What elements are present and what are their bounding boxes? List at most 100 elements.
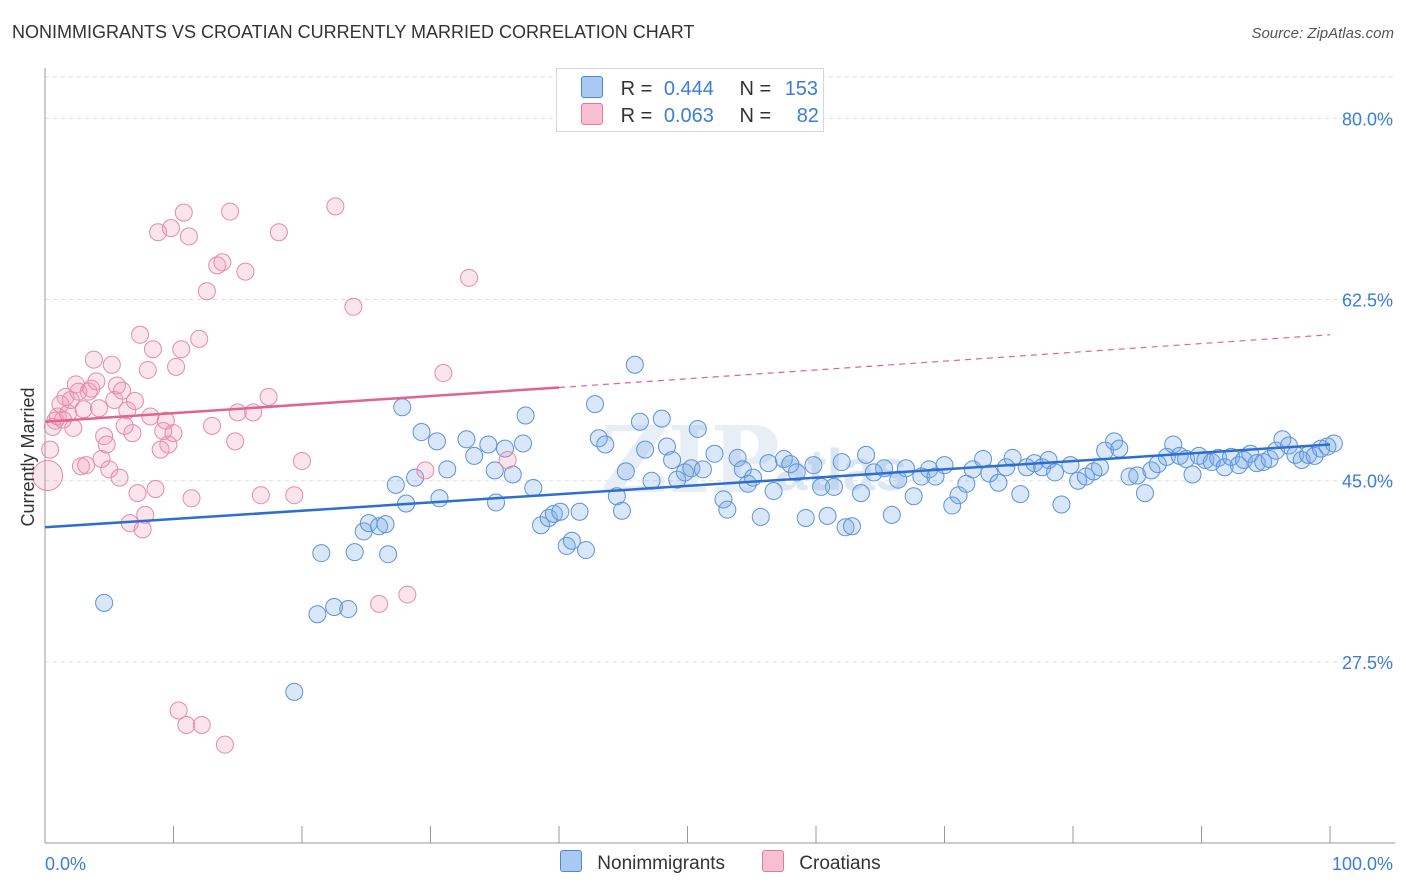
- nonimmigrants-point: [943, 496, 962, 515]
- croatians-point: [123, 424, 142, 443]
- nonimmigrants-point: [345, 543, 364, 562]
- croatians-point: [167, 357, 186, 376]
- nonimmigrants-point: [285, 682, 304, 701]
- nonimmigrants-point: [688, 419, 707, 438]
- croatians-point: [370, 594, 389, 613]
- croatians-point: [434, 364, 453, 383]
- nonimmigrants-point: [630, 412, 649, 431]
- y-tick-label: 27.5%: [1342, 653, 1393, 673]
- nonimmigrants-point: [596, 435, 615, 454]
- nonimmigrants-point: [836, 518, 855, 537]
- trend-lines: [44, 334, 1331, 529]
- croatians-point: [174, 203, 193, 222]
- nonimmigrants-point: [616, 462, 635, 481]
- croatians-point: [177, 715, 196, 734]
- nonimmigrants-point: [576, 541, 595, 560]
- nonimmigrants-point: [904, 487, 923, 506]
- legend-swatch-blue: [581, 76, 603, 98]
- croatians-point: [110, 468, 129, 487]
- y-tick-label: 45.0%: [1342, 472, 1393, 492]
- nonimmigrants-point: [479, 435, 498, 454]
- nonimmigrants-point: [406, 468, 425, 487]
- nonimmigrants-point: [562, 531, 581, 550]
- nonimmigrants-point: [339, 600, 358, 619]
- nonimmigrants-point: [532, 516, 551, 535]
- croatians-point: [143, 340, 162, 359]
- nonimmigrants-point: [796, 508, 815, 527]
- nonimmigrants-point: [485, 461, 504, 480]
- nonimmigrants-point: [751, 507, 770, 526]
- bottom-legend-label: Nonimmigrants: [597, 853, 726, 874]
- nonimmigrants-point: [1135, 484, 1154, 503]
- nonimmigrants-point: [430, 489, 449, 508]
- croatians-point: [203, 416, 222, 435]
- croatians-point: [416, 461, 435, 480]
- croatians-point: [192, 715, 211, 734]
- nonimmigrants-point: [524, 478, 543, 497]
- croatians-point: [251, 486, 270, 505]
- nonimmigrants-trend-line: [44, 443, 1331, 529]
- croatians-point: [460, 268, 479, 287]
- bottom-legend-croatians: Croatians: [762, 850, 881, 875]
- bottom-legend-nonimmigrants: Nonimmigrants: [560, 850, 725, 875]
- nonimmigrants-point: [804, 456, 823, 475]
- nonimmigrants-point: [935, 456, 954, 475]
- nonimmigrants-point: [516, 406, 535, 425]
- nonimmigrants-point: [370, 517, 389, 536]
- croatians-point: [236, 262, 255, 281]
- nonimmigrants-point: [612, 501, 631, 520]
- bottom-legend-swatch-blue: [560, 850, 582, 872]
- nonimmigrants-point: [896, 459, 915, 478]
- nonimmigrants-point: [1305, 446, 1324, 465]
- nonimmigrants-point: [818, 506, 837, 525]
- croatians-point: [213, 253, 232, 272]
- nonimmigrants-point: [851, 484, 870, 503]
- nonimmigrants-point: [832, 453, 851, 472]
- nonimmigrants-point: [570, 502, 589, 521]
- y-tick-label: 80.0%: [1342, 109, 1393, 129]
- nonimmigrants-point: [718, 500, 737, 519]
- legend-n-value: 153: [784, 78, 819, 100]
- correlation-legend: R = 0.444 N = 153 R = 0.063 N = 82: [556, 68, 824, 132]
- nonimmigrants-point: [980, 464, 999, 483]
- x-tick-label-max: 100.0%: [1332, 854, 1393, 874]
- tick-labels: 27.5% 45.0% 62.5% 80.0% 0.0% 100.0%: [45, 109, 1393, 874]
- nonimmigrants-point: [393, 398, 412, 417]
- bottom-legend-label: Croatians: [799, 853, 881, 874]
- legend-r-value: 0.063: [663, 105, 714, 127]
- croatians-point: [221, 202, 240, 221]
- croatians-point: [136, 505, 155, 524]
- legend-n-value: 82: [796, 105, 819, 127]
- nonimmigrants-point: [1183, 465, 1202, 484]
- croatians-point: [398, 585, 417, 604]
- croatians-point: [498, 451, 517, 469]
- nonimmigrants-point: [557, 536, 576, 555]
- croatians-point: [113, 381, 132, 400]
- nonimmigrants-point: [544, 504, 563, 523]
- nonimmigrants-point: [496, 439, 515, 458]
- croatians-point: [32, 460, 64, 492]
- croatians-point: [182, 489, 201, 508]
- croatians-point: [146, 479, 165, 498]
- nonimmigrants-point: [625, 355, 644, 374]
- croatians-point: [141, 407, 160, 426]
- croatians-point: [259, 387, 278, 406]
- croatians-point: [215, 735, 234, 754]
- legend-r-label: R =: [620, 78, 653, 100]
- series-nonimmigrants-points: [95, 355, 1343, 701]
- nonimmigrants-point: [693, 460, 712, 479]
- nonimmigrants-point: [457, 430, 476, 449]
- nonimmigrants-point: [857, 445, 876, 464]
- nonimmigrants-point: [308, 605, 327, 624]
- croatians-point: [105, 390, 124, 409]
- x-tick-label-min: 0.0%: [45, 854, 86, 874]
- nonimmigrants-point: [1209, 448, 1228, 467]
- croatians-trend-line: [44, 386, 560, 423]
- nonimmigrants-point: [1046, 463, 1065, 482]
- croatians-point: [226, 432, 245, 451]
- y-axis-label: Currently Married: [18, 387, 38, 526]
- croatians-point: [169, 701, 188, 720]
- nonimmigrants-point: [585, 395, 604, 414]
- nonimmigrants-point: [379, 545, 398, 564]
- nonimmigrants-point: [714, 490, 733, 509]
